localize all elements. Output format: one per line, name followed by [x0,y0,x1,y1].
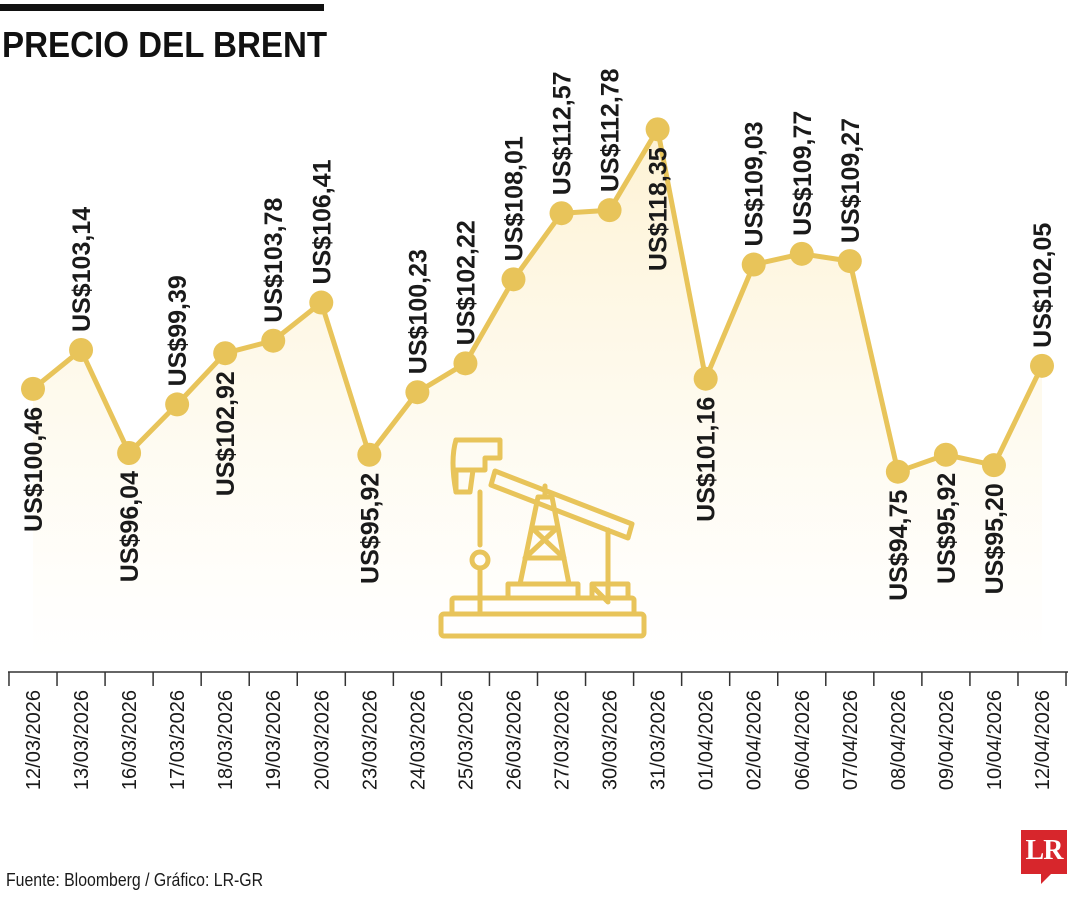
value-label: US$95,92 [356,473,384,584]
data-point [165,392,190,417]
value-label: US$102,05 [1029,223,1057,348]
data-point [213,341,238,366]
source-note: Fuente: Bloomberg / Gráfico: LR-GR [6,870,264,890]
x-tick-label: 30/03/2026 [600,690,622,790]
x-tick-label: 16/03/2026 [119,690,141,790]
data-point [357,442,382,467]
data-point [549,201,574,226]
value-label: US$106,41 [308,159,336,284]
x-tick-label: 19/03/2026 [263,690,285,790]
value-label: US$102,92 [212,371,240,496]
value-label: US$118,35 [645,147,673,271]
x-tick-label: 02/04/2026 [744,690,766,790]
value-label: US$112,78 [597,68,625,192]
x-tick-label: 27/03/2026 [552,690,574,790]
data-point [501,267,526,292]
x-tick-label: 31/03/2026 [648,690,670,790]
value-labels: US$100,46 US$103,14 US$96,04 US$99,39 US$102… [20,68,1057,601]
title-rule [0,4,324,11]
x-tick-label: 24/03/2026 [407,690,429,790]
lr-logo: LR [1021,830,1067,884]
x-tick-label: 12/04/2026 [1032,690,1054,790]
x-tick-label: 20/03/2026 [311,690,333,790]
value-label: US$103,78 [260,198,288,323]
value-label: US$109,03 [741,121,769,246]
data-point [21,376,45,401]
chart-title: PRECIO DEL BRENT [2,24,328,65]
oil-pumpjack-icon [438,437,647,639]
x-tick-label: 10/04/2026 [984,690,1006,790]
value-label: US$108,01 [500,136,528,261]
x-tick-label: 17/03/2026 [167,690,189,790]
data-point [1030,353,1054,378]
x-tick-label: 01/04/2026 [696,690,718,790]
x-axis-ticks [8,672,1067,686]
data-point [453,351,478,376]
data-point [837,249,862,274]
data-point [645,117,670,142]
lr-logo-text: LR [1025,835,1064,866]
price-line [31,126,1045,475]
value-label: US$99,39 [164,275,192,386]
data-points [21,117,1054,484]
x-tick-label: 07/04/2026 [840,690,862,790]
value-label: US$100,23 [404,249,432,374]
data-point [981,453,1006,478]
x-tick-label: 13/03/2026 [71,690,93,790]
data-point [789,241,814,266]
data-point [261,328,286,353]
data-point [405,380,430,405]
value-label: US$100,46 [20,407,48,532]
x-tick-label: 23/03/2026 [359,690,381,790]
x-tick-label: 25/03/2026 [455,690,477,790]
data-point [885,459,910,484]
x-tick-label: 18/03/2026 [215,690,237,790]
value-label: US$102,22 [452,220,480,345]
value-label: US$112,57 [549,71,577,195]
x-tick-label: 08/04/2026 [888,690,910,790]
data-point [117,441,142,465]
data-point [741,252,766,277]
data-point [693,366,718,391]
value-label: US$109,27 [837,118,865,243]
data-point [597,198,622,223]
x-tick-label: 09/04/2026 [936,690,958,790]
value-label: US$94,75 [885,490,913,601]
value-label: US$103,14 [68,207,96,332]
data-point [69,338,94,362]
data-point [309,290,334,315]
x-tick-labels: 12/03/2026 13/03/2026 16/03/2026 17/03/2026… [23,690,1054,790]
price-area-fill [33,129,1042,661]
value-label: US$96,04 [116,471,144,582]
x-tick-label: 06/04/2026 [792,690,814,790]
x-tick-label: 12/03/2026 [23,690,45,790]
value-label: US$109,77 [789,111,817,236]
x-tick-label: 26/03/2026 [503,690,525,790]
data-point [933,442,958,467]
value-label: US$101,16 [693,397,721,522]
value-label: US$95,20 [981,483,1009,594]
value-label: US$95,92 [933,473,961,584]
